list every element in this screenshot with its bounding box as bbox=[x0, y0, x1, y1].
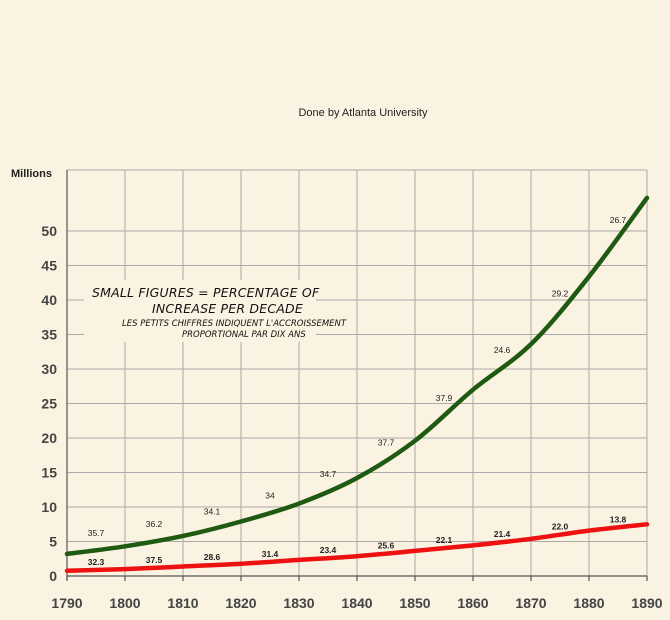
chart-subtitle: Done by Atlanta University bbox=[298, 107, 428, 119]
decade-label: 13.8 bbox=[610, 514, 627, 524]
y-axis-label: Millions bbox=[11, 168, 52, 180]
decade-label: 37.7 bbox=[378, 437, 395, 447]
x-tick-label: 1790 bbox=[51, 595, 82, 611]
decade-label: 21.4 bbox=[494, 529, 511, 539]
decade-label: 25.6 bbox=[378, 541, 395, 551]
decade-label: 37.9 bbox=[436, 393, 453, 403]
annotation-note: SMALL FIGURES = PERCENTAGE OF INCREASE P… bbox=[84, 280, 347, 342]
decade-percentage-labels: 35.7 36.2 34.1 34 34.7 37.7 37.9 24.6 29.2 26.7 32… bbox=[88, 215, 627, 567]
x-tick-label: 1840 bbox=[341, 595, 372, 611]
decade-label: 32.3 bbox=[88, 557, 105, 567]
y-tick-label: 15 bbox=[41, 465, 57, 481]
series-line-red bbox=[64, 522, 650, 574]
x-tick-label: 1890 bbox=[631, 595, 662, 611]
x-tick-label: 1860 bbox=[457, 595, 488, 611]
x-tick-label: 1820 bbox=[225, 595, 256, 611]
decade-label: 24.6 bbox=[494, 345, 511, 355]
annotation-line-3: LES PETITS CHIFFRES INDIQUENT L'ACCROISS… bbox=[122, 319, 347, 329]
series-lines bbox=[64, 195, 650, 574]
series-line-total bbox=[64, 195, 650, 557]
y-tick-label: 35 bbox=[41, 327, 57, 343]
y-tick-label: 25 bbox=[41, 396, 57, 412]
y-tick-label: 30 bbox=[41, 361, 57, 377]
annotation-background bbox=[84, 280, 316, 342]
x-tick-labels: 1790 1800 1810 1820 1830 1840 1850 1860 1870 1880… bbox=[51, 595, 662, 611]
x-tick-label: 1800 bbox=[109, 595, 140, 611]
axes bbox=[66, 170, 648, 581]
decade-label: 23.4 bbox=[320, 545, 337, 555]
decade-label: 22.0 bbox=[552, 522, 569, 532]
x-tick-label: 1830 bbox=[283, 595, 314, 611]
grid bbox=[66, 169, 648, 577]
y-tick-label: 0 bbox=[49, 568, 57, 584]
y-tick-label: 45 bbox=[41, 258, 57, 274]
x-tick-label: 1810 bbox=[167, 595, 198, 611]
y-tick-label: 5 bbox=[49, 534, 57, 550]
annotation-line-4: PROPORTIONAL PAR DIX ANS bbox=[182, 330, 306, 340]
decade-label: 26.7 bbox=[610, 215, 627, 225]
decade-label: 28.6 bbox=[204, 552, 221, 562]
y-tick-label: 40 bbox=[41, 292, 57, 308]
y-tick-label: 10 bbox=[41, 499, 57, 515]
x-tick-label: 1880 bbox=[573, 595, 604, 611]
decade-label: 36.2 bbox=[146, 519, 163, 529]
decade-label: 22.1 bbox=[436, 535, 453, 545]
decade-label: 34.7 bbox=[320, 469, 337, 479]
decade-label: 29.2 bbox=[552, 288, 569, 298]
decade-label: 37.5 bbox=[146, 555, 163, 565]
annotation-line-1: SMALL FIGURES = PERCENTAGE OF bbox=[92, 285, 320, 300]
x-tick-label: 1850 bbox=[399, 595, 430, 611]
y-tick-labels: 0 5 10 15 20 25 30 35 40 45 50 bbox=[41, 223, 57, 584]
y-tick-label: 50 bbox=[41, 223, 57, 239]
x-tick-label: 1870 bbox=[515, 595, 546, 611]
annotation-line-2: INCREASE PER DECADE bbox=[152, 301, 303, 316]
decade-label: 31.4 bbox=[262, 549, 279, 559]
decade-label: 34 bbox=[265, 491, 275, 501]
y-tick-label: 20 bbox=[41, 430, 57, 446]
decade-label: 35.7 bbox=[88, 528, 105, 538]
decade-label: 34.1 bbox=[204, 507, 221, 517]
